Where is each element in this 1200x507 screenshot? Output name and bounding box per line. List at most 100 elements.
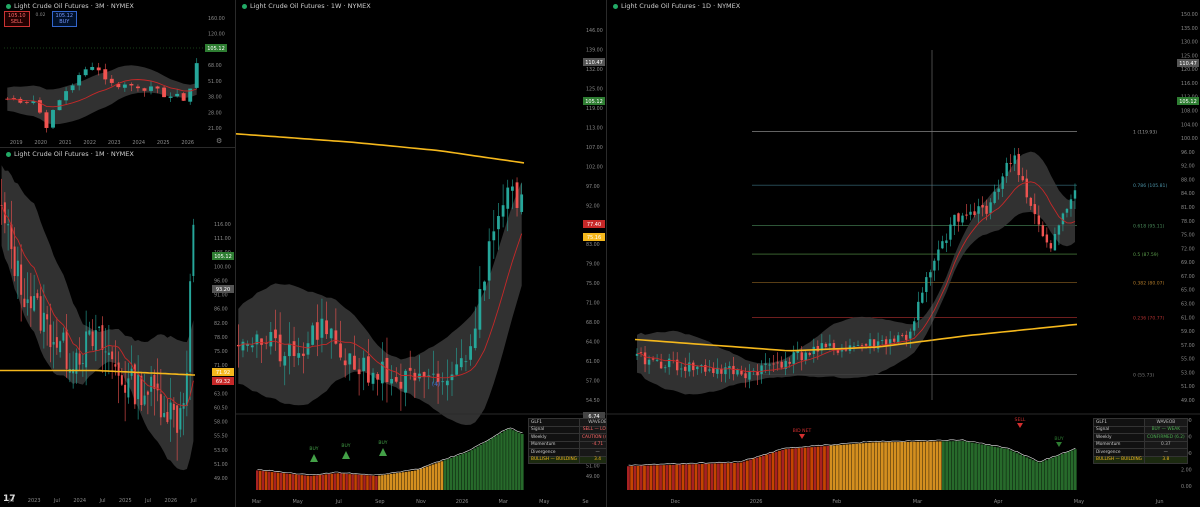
time-axis-tick-1m: 2025 <box>119 498 132 504</box>
candle-body <box>150 376 153 392</box>
status-dot-icon <box>242 3 247 9</box>
time-axis-tick-1d: 2026 <box>750 499 763 505</box>
chart-3m-canvas[interactable]: 160.00120.0090.0068.0051.0038.0028.0021.… <box>0 0 235 147</box>
candle-body <box>663 367 667 369</box>
candle-body <box>380 361 384 384</box>
oscillator-bar <box>816 446 820 490</box>
oscillator-bar <box>672 464 675 490</box>
status-dot-icon <box>6 151 11 157</box>
oscillator-bar <box>678 464 682 490</box>
oscillator-bar <box>470 450 473 490</box>
signal-row: Weekly CONFIRMED (6.2) <box>1092 433 1188 442</box>
oscillator-bar <box>1054 456 1058 490</box>
candle-body <box>469 346 472 360</box>
status-dot-icon <box>6 3 11 9</box>
candle-body <box>255 334 259 345</box>
price-label-1d: 105.12 <box>1179 99 1197 105</box>
oscillator-bar <box>515 431 518 490</box>
price-label-1w: 110.47 <box>585 60 603 66</box>
candle-body <box>85 331 88 368</box>
candle-body <box>724 367 727 375</box>
candle-body <box>892 338 896 342</box>
signal-key: Weekly <box>527 433 581 442</box>
oscillator-bar <box>964 441 968 490</box>
oscillator-bar <box>342 473 345 490</box>
price-axis-tick-3m: 68.00 <box>208 63 222 69</box>
oscillator-bar <box>938 441 942 490</box>
candle-body <box>78 353 81 365</box>
candle-body <box>884 339 888 347</box>
chart-1m-canvas[interactable]: 116.00111.00105.00100.0096.0091.0086.008… <box>0 148 235 507</box>
settings-icon[interactable]: ⚙ <box>216 137 223 145</box>
price-axis-tick-1d: 49.00 <box>1181 398 1195 404</box>
time-axis-tick-1m: Jul <box>98 498 105 504</box>
horizontal-divider[interactable] <box>0 147 235 148</box>
time-axis-tick-1d: May <box>1074 499 1084 505</box>
candle-body <box>473 328 477 349</box>
time-axis-tick-1m: Jul <box>190 498 197 504</box>
candle-body <box>696 366 699 370</box>
sell-button[interactable]: 105.10 SELL <box>4 11 30 27</box>
signal-key: Divergence <box>527 448 581 457</box>
oscillator-bar <box>903 441 907 490</box>
oscillator-bar <box>416 469 420 490</box>
oscillator-bar <box>858 443 862 490</box>
candle-body <box>977 206 980 214</box>
oscillator-bar <box>485 441 488 490</box>
candle-body <box>111 351 114 360</box>
candle-body <box>246 343 250 346</box>
tradingview-logo-icon[interactable]: 17 <box>3 494 16 504</box>
moving-average-line <box>238 233 523 379</box>
price-axis-tick-1d: 67.00 <box>1181 274 1195 280</box>
chart-panel-1w[interactable]: 146.00 139.00 132.00 125.00 119.00 113.00 107.… <box>236 0 606 507</box>
chart-1d-canvas[interactable]: 1 (119.93) 0.786 (105.81) 0.618 (95.11) 0.5… <box>607 0 1200 507</box>
vertical-divider-left[interactable] <box>235 0 236 507</box>
oscillator-bar <box>800 447 804 490</box>
oscillator-bar <box>363 475 366 490</box>
buy-button[interactable]: 105.12 BUY <box>51 11 78 27</box>
fib-level-label: 0.5 (87.59) <box>1133 252 1159 258</box>
oscillator-bar <box>1051 457 1055 490</box>
chart-panel-3m[interactable]: 160.00120.0090.0068.0051.0038.0028.0021.… <box>0 0 235 147</box>
oscillator-bar <box>354 474 357 490</box>
candle-body <box>390 378 394 384</box>
time-axis-tick-1w: 2026 <box>456 499 469 505</box>
oscillator-bar <box>884 442 887 490</box>
oscillator-bar <box>1025 457 1029 490</box>
chart-panel-1d[interactable]: 1 (119.93) 0.786 (105.81) 0.618 (95.11) 0.5… <box>607 0 1200 507</box>
oscillator-bar <box>440 461 444 490</box>
price-axis-tick-1d: 59.00 <box>1181 329 1195 335</box>
price-label-1w: 105.12 <box>585 99 603 105</box>
long-moving-average-line <box>0 369 196 376</box>
vertical-divider-right[interactable] <box>606 0 607 507</box>
oscillator-bar <box>993 446 997 490</box>
oscillator-bar <box>330 473 334 490</box>
candle-body <box>297 353 301 358</box>
oscillator-bar <box>829 445 833 490</box>
oscillator-bar <box>958 441 961 490</box>
candle-body <box>708 369 711 371</box>
candle-body <box>868 339 872 347</box>
candle-body <box>896 335 900 343</box>
price-axis-tick-1m: 82.00 <box>214 321 228 327</box>
time-axis-tick-1m: Jul <box>144 498 151 504</box>
candle-body <box>704 365 707 372</box>
oscillator-bar <box>309 475 313 490</box>
price-axis-tick-1d: 63.00 <box>1181 302 1195 308</box>
chart-panel-1m[interactable]: 116.00111.00105.00100.0096.0091.0086.008… <box>0 148 235 507</box>
oscillator-bar <box>942 441 945 490</box>
price-axis-tick-1w: 57.00 <box>586 379 600 385</box>
oscillator-bar <box>710 463 714 490</box>
signal-value: SELL — LONG <box>579 425 606 434</box>
signal-key: GLF1 <box>1092 418 1146 427</box>
oscillator-bar <box>1038 462 1042 490</box>
oscillator-bar <box>327 474 331 490</box>
candle-body <box>909 331 912 339</box>
price-axis-tick-1d: 120.00 <box>1181 67 1198 73</box>
candle-body <box>16 260 19 277</box>
oscillator-bar <box>649 465 653 490</box>
candle-body <box>120 375 123 385</box>
price-axis-tick-1w: 139.00 <box>586 47 603 53</box>
oscillator-bar <box>395 473 399 490</box>
